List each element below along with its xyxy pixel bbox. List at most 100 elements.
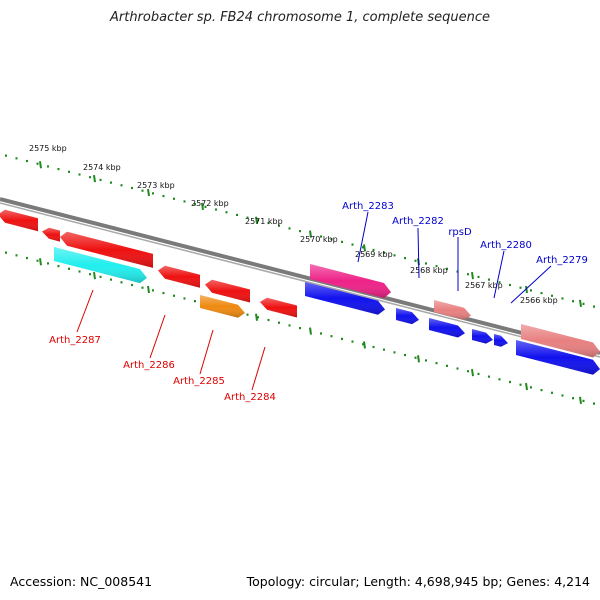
scale-top-dot — [561, 297, 564, 300]
scale-bottom-dot — [288, 324, 291, 327]
gene-label[interactable]: rpsD — [448, 227, 472, 238]
gene-label[interactable]: Arth_2280 — [480, 240, 532, 251]
callout-line — [199, 329, 214, 375]
scale-bottom-dot — [498, 378, 501, 381]
scale-top-dot — [551, 294, 553, 297]
chromosome-backbone-upper — [0, 197, 600, 355]
accession-label: Accession: NC_008541 — [10, 574, 153, 589]
scale-top-dot — [120, 184, 123, 187]
scale-bottom-major-tick — [309, 327, 312, 335]
scale-bottom-dot — [36, 259, 39, 262]
scale-top-major-tick — [255, 216, 258, 224]
scale-top-dot — [99, 178, 102, 181]
gene-label[interactable]: Arth_2279 — [536, 255, 588, 266]
scale-bottom-dot — [68, 267, 70, 270]
gene-arrow-red-arth-2284[interactable] — [260, 297, 297, 318]
scale-bottom-major-tick — [93, 271, 96, 280]
gene-arrow-pink-arth-2279[interactable] — [521, 324, 600, 358]
scale-bottom-dot — [467, 370, 469, 373]
scale-top-dot — [78, 173, 81, 176]
scale-bottom-dot — [540, 389, 543, 392]
scale-bottom-dot — [477, 372, 480, 376]
gene-label[interactable]: Arth_2282 — [392, 216, 444, 227]
scale-bottom-dot — [89, 273, 91, 276]
gene-arrow-red[interactable] — [60, 231, 153, 268]
scale-top-major-tick — [579, 299, 582, 308]
scale-bottom-dot — [120, 281, 123, 284]
gene-arrow-orange-arth-2285[interactable] — [200, 295, 245, 318]
scale-bottom-dot — [99, 275, 102, 278]
gene-arrow-blue[interactable] — [305, 282, 385, 315]
gene-label[interactable]: Arth_2283 — [342, 201, 394, 212]
scale-top-dot — [152, 192, 154, 195]
scale-top-major-tick — [471, 272, 474, 280]
scale-bottom-dot — [57, 265, 60, 268]
scale-bottom-dot — [141, 286, 144, 289]
scale-top-dot — [68, 170, 70, 173]
scale-bottom-dot — [425, 359, 427, 362]
gene-label[interactable]: Arth_2286 — [123, 360, 175, 371]
gene-label[interactable]: Arth_2285 — [173, 376, 225, 387]
scale-top-dot — [246, 216, 249, 219]
gene-arrow-blue[interactable] — [516, 340, 600, 375]
chromosome-backbone-lower — [0, 202, 600, 358]
scale-top-dot — [131, 186, 133, 190]
gene-arrow-blue[interactable] — [429, 318, 465, 338]
scale-bottom-dot — [173, 294, 175, 297]
gene-arrow-red[interactable] — [158, 265, 200, 288]
scale-top-dot — [215, 208, 217, 211]
scale-top-dot — [593, 305, 595, 308]
scale-top-dot — [15, 157, 18, 160]
scale-bottom-dot — [257, 316, 259, 319]
scale-top-dot — [341, 240, 343, 243]
scale-top-major-tick — [309, 230, 312, 238]
gene-arrow-blue[interactable] — [494, 334, 508, 347]
gene-label[interactable]: Arth_2287 — [49, 335, 101, 346]
scale-bottom-dot — [404, 353, 406, 357]
gene-arrow-cyan-arth-2287[interactable] — [54, 247, 147, 284]
callout-line — [357, 211, 369, 263]
gene-arrow-pink-rpsd[interactable] — [434, 300, 471, 320]
scale-top-dot — [194, 203, 196, 206]
scale-top-dot — [519, 286, 522, 289]
scale-top-dot — [278, 224, 280, 227]
gene-arrow-red[interactable] — [0, 209, 38, 232]
kbp-label: 2574 kbp — [83, 163, 121, 172]
scale-top-dot — [110, 181, 112, 184]
gene-arrow-blue[interactable] — [396, 308, 419, 325]
scale-top-dot — [393, 254, 396, 257]
scale-bottom-dot — [162, 291, 165, 295]
scale-top-dot — [162, 194, 165, 198]
kbp-label: 2572 kbp — [191, 199, 229, 208]
gene-arrow-blue[interactable] — [472, 329, 493, 344]
scale-top-dot — [446, 267, 448, 270]
scale-top-dot — [267, 221, 270, 225]
scale-bottom-dot — [183, 297, 186, 300]
scale-bottom-dot — [78, 270, 81, 273]
scale-top-major-tick — [201, 202, 204, 210]
scale-top-dot — [183, 200, 186, 203]
scale-top-major-tick — [525, 285, 528, 294]
scale-bottom-dot — [456, 367, 459, 370]
callout-line — [417, 227, 420, 279]
callout-line — [149, 314, 166, 359]
gene-label[interactable]: Arth_2284 — [224, 392, 276, 403]
gene-arrow-red[interactable] — [205, 279, 250, 303]
scale-bottom-dot — [383, 348, 385, 351]
scale-top-dot — [477, 275, 480, 279]
scale-bottom-dot — [519, 383, 522, 386]
scale-bottom-major-tick — [255, 313, 258, 321]
scale-top-dot — [372, 248, 375, 252]
scale-bottom-dot — [15, 254, 18, 257]
scale-bottom-major-tick — [471, 369, 474, 377]
gene-arrow-magenta-arth-2283[interactable] — [310, 264, 391, 298]
scale-bottom-major-tick — [39, 258, 42, 266]
scale-top-dot — [204, 205, 207, 208]
kbp-label: 2569 kbp — [355, 250, 393, 259]
scale-bottom-dot — [551, 391, 553, 394]
gene-arrow-red[interactable] — [42, 227, 60, 242]
scale-bottom-dot — [488, 375, 490, 378]
scale-top-major-tick — [363, 244, 366, 252]
kbp-label: 2567 kbp — [465, 281, 503, 290]
